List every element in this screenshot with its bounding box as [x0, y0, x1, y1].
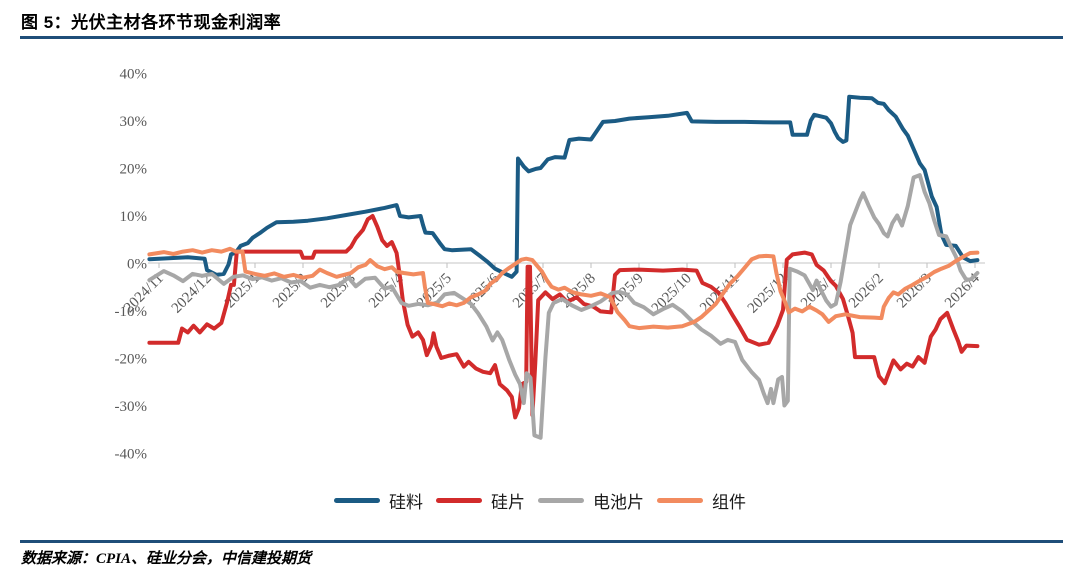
legend-item-cell: 电池片	[538, 488, 644, 513]
y-axis-label: 20%	[120, 162, 148, 178]
legend-label-silicon: 硅料	[389, 493, 423, 512]
y-axis-label: 10%	[120, 209, 148, 225]
legend: 硅料 硅片 电池片 组件	[0, 488, 1080, 513]
legend-label-cell: 电池片	[593, 493, 644, 512]
y-axis-label: -40%	[115, 447, 148, 463]
legend-item-silicon: 硅料	[334, 488, 423, 513]
legend-item-wafer: 硅片	[436, 488, 525, 513]
legend-line-swatch-wafer	[436, 497, 482, 504]
series-line-1	[147, 214, 980, 420]
legend-line-swatch-silicon	[334, 497, 380, 504]
series-line-3	[147, 246, 980, 331]
figure-title: 图 5：光伏主材各环节现金利润率	[21, 13, 282, 32]
x-axis-label: 2026/2	[846, 271, 887, 312]
y-axis-label: 30%	[120, 114, 148, 130]
series-line-0	[147, 94, 980, 279]
title-underline	[20, 36, 1063, 39]
legend-label-module: 组件	[712, 493, 746, 512]
y-axis-label: -20%	[115, 352, 148, 368]
y-axis-label: -10%	[115, 304, 148, 320]
series-line-2	[147, 173, 980, 440]
y-axis-label: -30%	[115, 399, 148, 415]
footer-rule	[20, 540, 1063, 543]
data-source-note: 数据来源：CPIA、硅业分会，中信建投期货	[21, 551, 312, 567]
legend-line-swatch-cell	[538, 497, 584, 504]
y-axis-label: 40%	[120, 67, 148, 83]
legend-line-swatch-module	[657, 497, 703, 504]
y-axis-label: 0%	[127, 257, 147, 273]
x-axis-label: 2025/10	[649, 271, 695, 317]
legend-label-wafer: 硅片	[491, 493, 525, 512]
legend-item-module: 组件	[657, 488, 746, 513]
